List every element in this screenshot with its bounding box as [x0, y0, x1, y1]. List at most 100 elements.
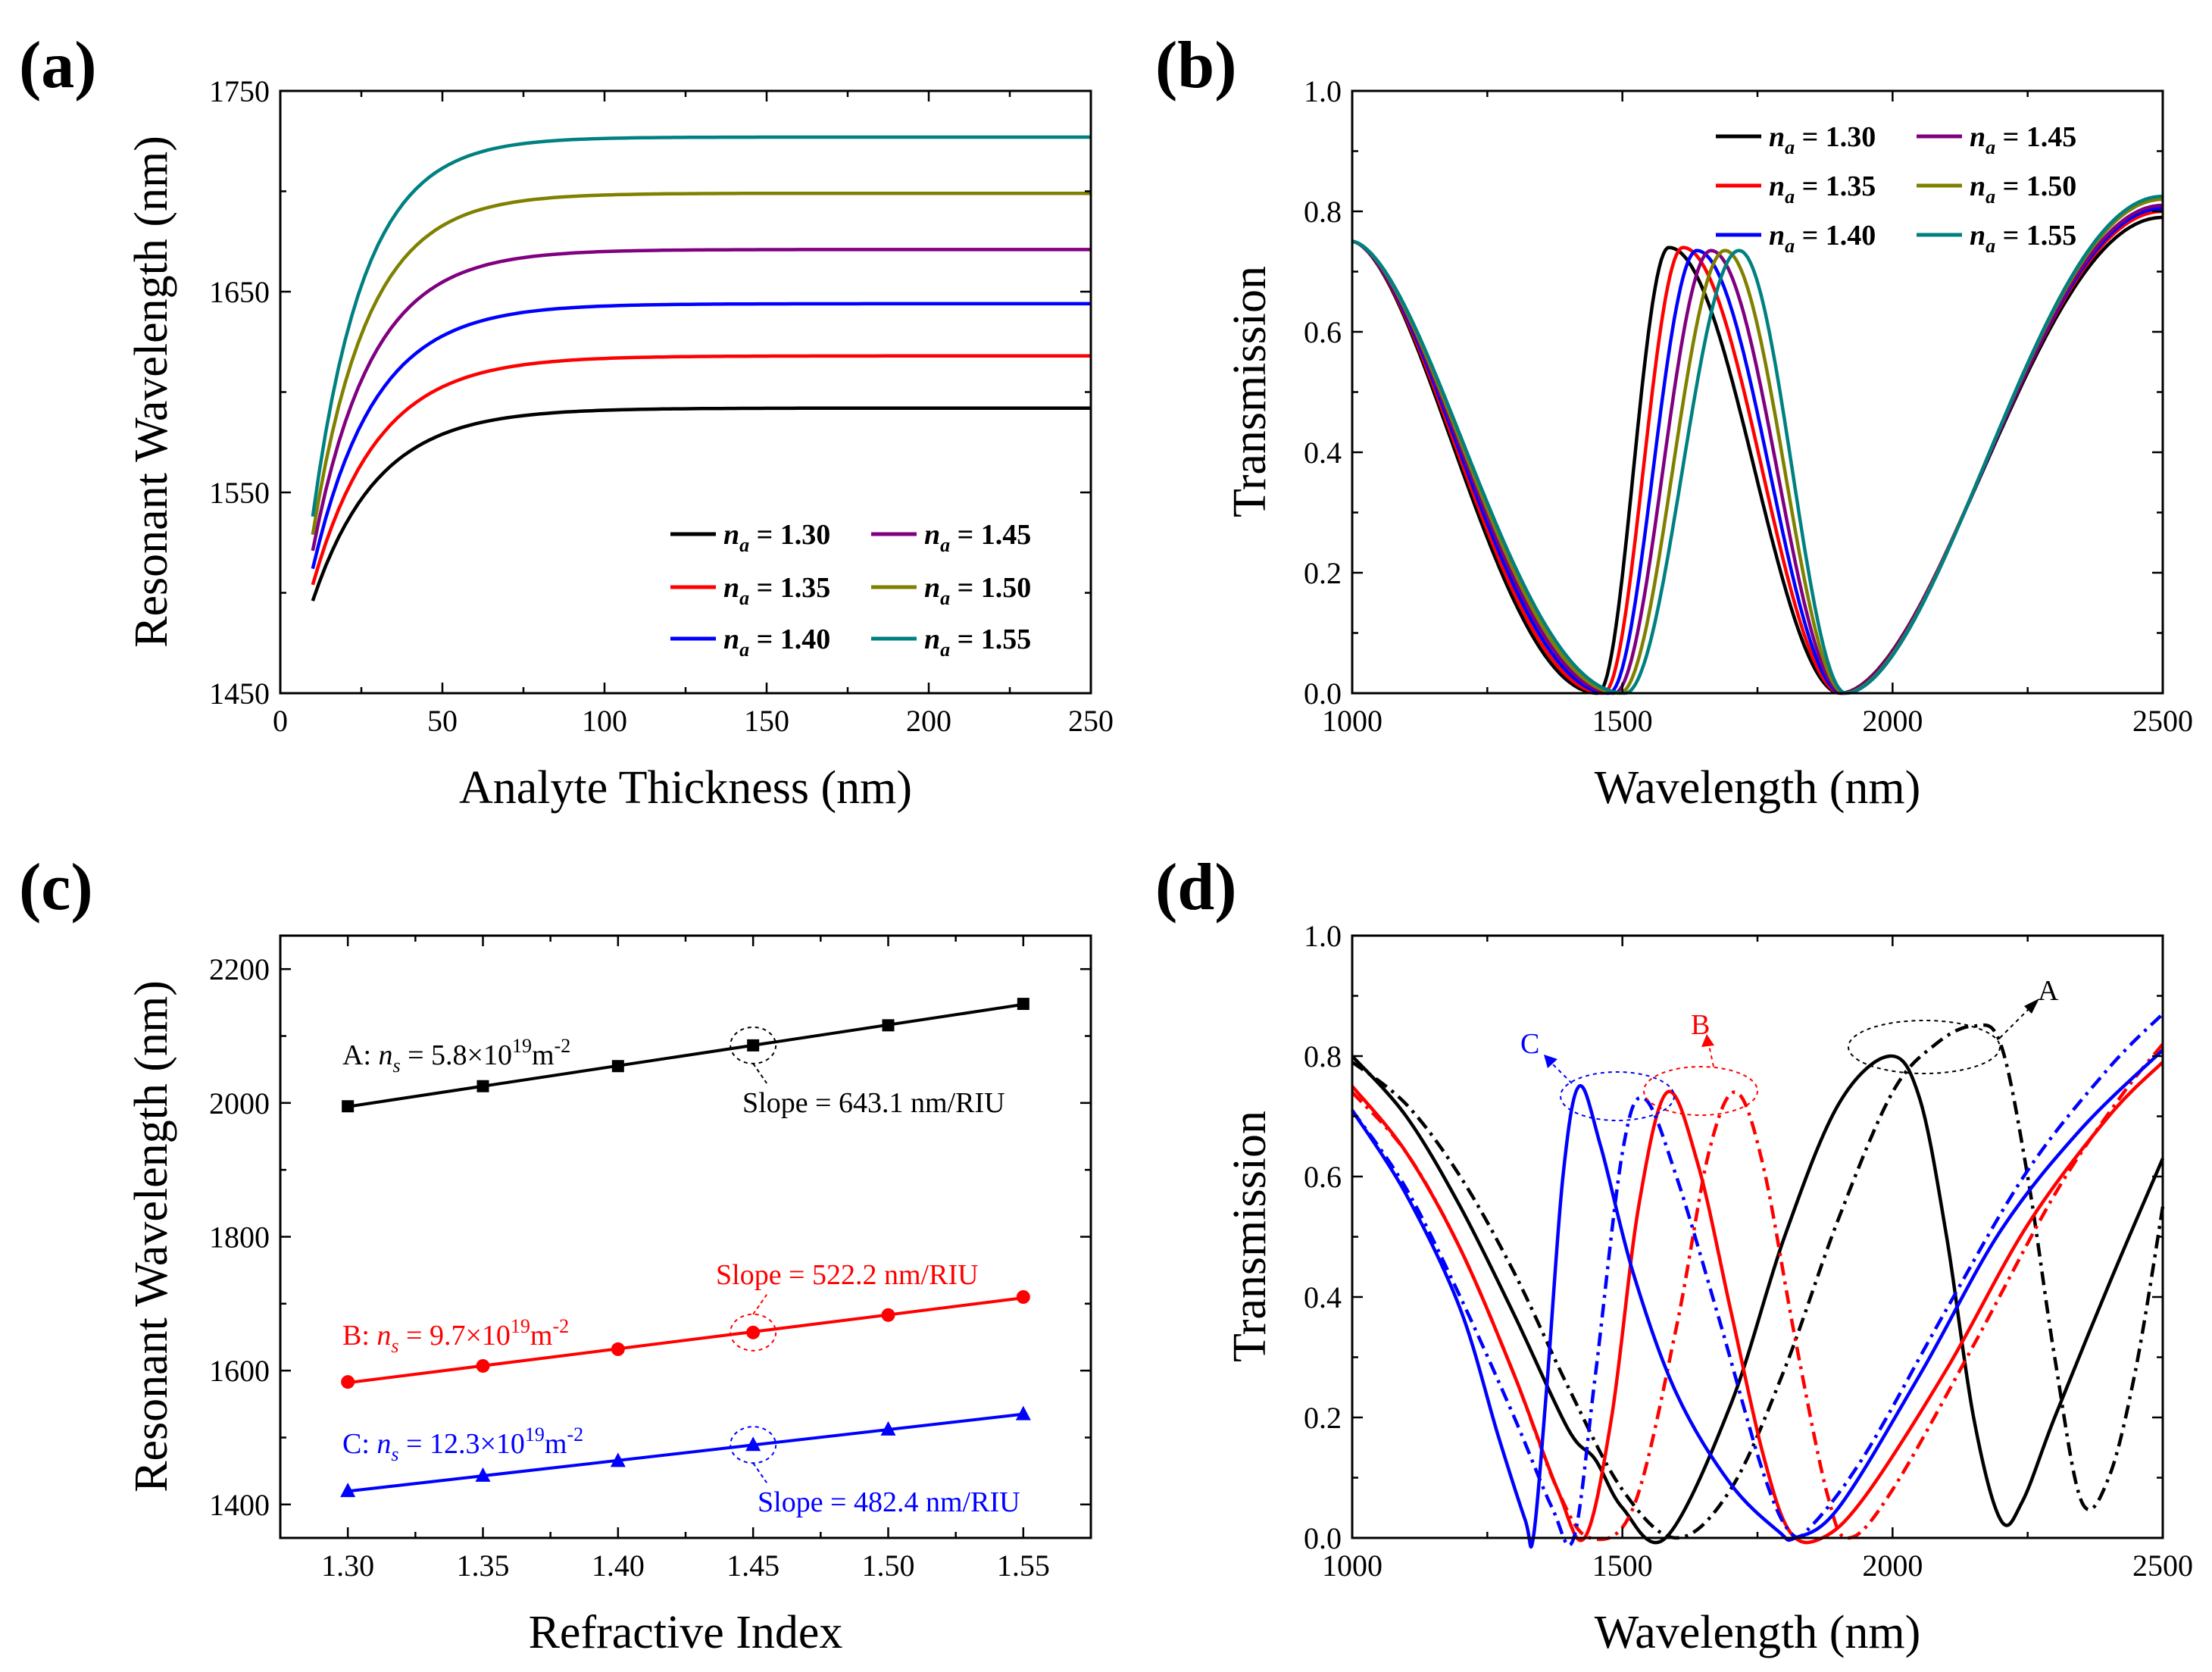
- a-series-line: [311, 135, 1091, 517]
- a-ticks: 0 50 100 150 200 250 1450 1550 1650 1750: [209, 74, 1114, 738]
- a-series-line: [311, 406, 1091, 602]
- a-legend-text-155: na = 1.55: [924, 623, 1031, 661]
- d-curves: [1351, 1012, 2165, 1549]
- y-tick-label: 1650: [209, 275, 270, 309]
- a-ylabel: Resonant Wavelength (nm): [126, 136, 177, 648]
- b-ticks: 1000 1500 2000 2500 0.0 0.2 0.4 0.6 0.8 1.0: [1304, 74, 2193, 738]
- panel-label-c: (c): [19, 851, 93, 924]
- c-slope-c: Slope = 482.4 nm/RIU: [758, 1486, 1020, 1518]
- c-point-b: [746, 1325, 761, 1339]
- x-tick-label: 50: [427, 704, 458, 738]
- d-series-line: [1351, 1042, 2164, 1542]
- x-tick-label: 0: [273, 704, 288, 738]
- x-tick-label: 1.35: [457, 1549, 510, 1583]
- y-tick-label: 2000: [209, 1086, 270, 1120]
- x-tick-label: 150: [744, 704, 789, 738]
- c-point-c: [880, 1420, 896, 1436]
- a-legend-text-130: na = 1.30: [723, 519, 830, 556]
- x-tick-label: 200: [906, 704, 951, 738]
- c-point-a: [747, 1039, 760, 1052]
- y-tick-label: 1550: [209, 476, 270, 510]
- a-curves: [311, 135, 1091, 602]
- c-point-c: [745, 1436, 761, 1452]
- panel-label-d: (d): [1155, 851, 1237, 924]
- y-tick-label: 0.2: [1304, 1401, 1342, 1435]
- panel-a: 0 50 100 150 200 250 1450 1550 1650 1750 Analyte …: [126, 74, 1114, 814]
- d-ellipse-b: [1643, 1066, 1758, 1116]
- c-label-b: B: ns = 9.7×1019m-2: [342, 1315, 569, 1357]
- a-legend-text-140: na = 1.40: [723, 623, 830, 661]
- c-highlight-ellipse: [730, 1313, 777, 1352]
- x-tick-label: 1000: [1322, 704, 1382, 738]
- y-tick-label: 0.4: [1304, 436, 1342, 470]
- b-ylabel: Transmission: [1224, 266, 1276, 517]
- panel-d: 1000 1500 2000 2500 0.0 0.2 0.4 0.6 0.8 1.0 Wavel…: [1224, 919, 2193, 1658]
- b-curves: [1351, 194, 2164, 695]
- x-tick-label: 250: [1068, 704, 1114, 738]
- x-tick-label: 2500: [2132, 1549, 2193, 1583]
- panel-label-a: (a): [19, 29, 97, 102]
- a-legend: na = 1.30 na = 1.35 na = 1.40 na = 1.45 …: [670, 519, 1031, 661]
- b-legend-text-155: na = 1.55: [1970, 220, 2076, 257]
- b-legend-text-145: na = 1.45: [1970, 121, 2076, 158]
- a-series-line: [311, 248, 1091, 552]
- a-series-line: [311, 191, 1091, 536]
- b-xlabel: Wavelength (nm): [1595, 762, 1921, 814]
- c-fit-line: [347, 1412, 1024, 1493]
- x-tick-label: 1500: [1592, 1549, 1653, 1583]
- y-tick-label: 1400: [209, 1488, 270, 1522]
- d-ellipse-c: [1560, 1071, 1675, 1121]
- c-ylabel: Resonant Wavelength (nm): [126, 980, 177, 1492]
- y-tick-label: 1800: [209, 1220, 270, 1255]
- c-point-c: [1015, 1405, 1031, 1420]
- a-legend-text-135: na = 1.35: [723, 572, 830, 609]
- c-point-b: [476, 1358, 490, 1373]
- c-ticks: 1.30 1.35 1.40 1.45 1.50 1.55 1400 1600 1800 2000…: [209, 936, 1091, 1583]
- x-tick-label: 1.55: [997, 1549, 1050, 1583]
- y-tick-label: 2200: [209, 952, 270, 986]
- d-frame: [1351, 934, 2164, 1539]
- y-tick-label: 0.6: [1304, 1160, 1342, 1194]
- d-series-line: [1351, 1023, 2165, 1540]
- y-tick-label: 0.2: [1304, 556, 1342, 590]
- d-arrow-c: [1548, 1060, 1573, 1084]
- x-tick-label: 1.45: [726, 1549, 780, 1583]
- a-series-line: [311, 302, 1091, 570]
- x-tick-label: 1000: [1322, 1549, 1382, 1583]
- panel-b: 1000 1500 2000 2500 0.0 0.2 0.4 0.6 0.8 1.0 Wavel…: [1224, 74, 2193, 814]
- b-legend-text-140: na = 1.40: [1769, 220, 1876, 257]
- c-point-b: [881, 1308, 895, 1322]
- b-legend-text-130: na = 1.30: [1769, 121, 1876, 158]
- c-point-b: [341, 1375, 355, 1389]
- y-tick-label: 0.4: [1304, 1280, 1342, 1314]
- c-point-a: [882, 1019, 895, 1032]
- c-fit-line: [347, 1296, 1024, 1385]
- y-tick-label: 0.6: [1304, 315, 1342, 349]
- c-point-a: [611, 1060, 624, 1073]
- d-annotation-b: B: [1691, 1009, 1710, 1041]
- c-point-b: [1016, 1290, 1030, 1304]
- d-series-line: [1351, 1049, 2164, 1549]
- c-point-b: [611, 1342, 625, 1356]
- d-series-line: [1351, 1061, 2164, 1545]
- d-arrowhead-c: [1544, 1055, 1557, 1068]
- d-arrowhead-b: [1701, 1034, 1714, 1047]
- d-annotation-a: A: [2038, 975, 2059, 1007]
- d-arrowhead-a: [2024, 999, 2039, 1014]
- d-ellipse-a: [1848, 1020, 2001, 1074]
- c-highlight-arrow: [752, 1294, 767, 1315]
- x-tick-label: 1.30: [321, 1549, 374, 1583]
- c-point-c: [475, 1467, 491, 1482]
- x-tick-label: 2000: [1862, 1549, 1923, 1583]
- c-point-c: [340, 1483, 356, 1498]
- c-highlight-arrow: [752, 1063, 767, 1084]
- y-tick-label: 0.8: [1304, 195, 1342, 229]
- y-tick-label: 1.0: [1304, 919, 1342, 953]
- x-tick-label: 1.50: [862, 1549, 915, 1583]
- d-ylabel: Transmission: [1224, 1111, 1276, 1362]
- x-tick-label: 1.40: [592, 1549, 645, 1583]
- b-series-line: [1351, 194, 2164, 695]
- c-slope-b: Slope = 522.2 nm/RIU: [716, 1259, 979, 1291]
- c-slope-a: Slope = 643.1 nm/RIU: [742, 1087, 1005, 1119]
- y-tick-label: 0.8: [1304, 1039, 1342, 1074]
